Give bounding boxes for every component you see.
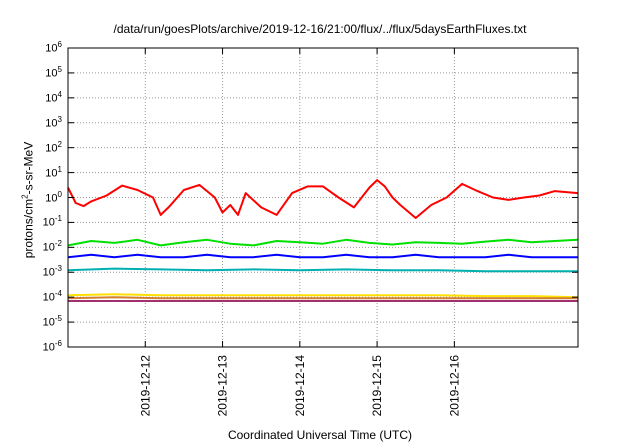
y-tick-label: 100	[45, 189, 62, 205]
y-tick-label: 10-2	[42, 239, 62, 254]
series-line-3	[67, 267, 578, 273]
chart-title: /data/run/goesPlots/archive/2019-12-16/2…	[113, 22, 527, 36]
series-line-2	[67, 253, 578, 259]
x-tick-label: 2019-12-13	[216, 355, 230, 417]
y-tick-label: 10-3	[42, 264, 62, 279]
series-line-5	[67, 296, 578, 300]
y-tick-label: 105	[45, 64, 62, 80]
x-tick-label: 2019-12-12	[138, 355, 152, 417]
x-axis-label: Coordinated Universal Time (UTC)	[227, 428, 413, 442]
y-tick-label: 104	[45, 89, 62, 105]
y-tick-label: 10-1	[42, 214, 62, 230]
y-tick-label: 10-6	[42, 339, 62, 354]
series-line-4	[67, 293, 579, 299]
x-tick-label: 2019-12-14	[293, 355, 307, 417]
y-tick-label: 102	[45, 139, 62, 155]
y-tick-label: 106	[45, 40, 62, 55]
y-tick-label: 103	[45, 114, 62, 130]
series-line-0	[67, 179, 579, 219]
x-tick-label: 2019-12-16	[447, 355, 461, 417]
y-tick-label: 10-4	[42, 289, 62, 304]
series-line-1	[67, 238, 579, 247]
y-tick-label: 101	[45, 164, 62, 180]
y-tick-label: 10-5	[42, 314, 62, 329]
x-tick-label: 2019-12-15	[370, 355, 384, 417]
